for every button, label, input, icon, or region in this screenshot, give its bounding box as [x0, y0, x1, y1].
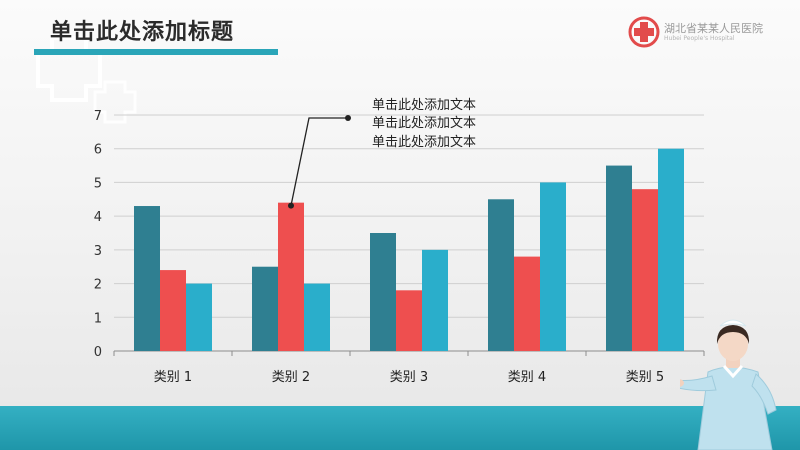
page-title: 单击此处添加标题 [50, 20, 235, 45]
chart-annotation: 单击此处添加文本 单击此处添加文本 单击此处添加文本 [288, 98, 476, 209]
nurse-illustration [680, 319, 777, 450]
bar-series-2-cat-2 [278, 202, 304, 351]
y-tick-label: 1 [94, 311, 102, 326]
x-axis-labels: 类别 1 类别 2 类别 3 类别 4 类别 5 [154, 370, 664, 385]
bar-series-3-cat-5 [658, 148, 684, 351]
y-tick-label: 3 [94, 244, 102, 259]
hospital-logo: 湖北省某某人民医院 Hubei People's Hospital [628, 16, 778, 48]
logo-name: 湖北省某某人民医院 [664, 22, 763, 35]
x-category-label: 类别 2 [272, 370, 310, 385]
annotation-line-1: 单击此处添加文本 [372, 98, 476, 113]
annotation-line-2: 单击此处添加文本 [372, 116, 476, 131]
bar-series-1-cat-2 [252, 266, 278, 351]
footer-band [0, 406, 800, 450]
bar-series-3-cat-1 [186, 283, 212, 351]
bar-series-1-cat-4 [488, 199, 514, 351]
y-axis-ticks: 0 1 2 3 4 5 6 7 [94, 109, 102, 360]
chart-bars [134, 148, 684, 351]
bar-series-2-cat-5 [632, 189, 658, 351]
bar-series-3-cat-3 [422, 249, 448, 351]
bar-series-1-cat-5 [606, 165, 632, 351]
bar-series-2-cat-1 [160, 270, 186, 351]
x-category-label: 类别 4 [508, 370, 546, 385]
bar-series-3-cat-4 [540, 182, 566, 351]
y-tick-label: 2 [94, 278, 102, 293]
logo-subtitle: Hubei People's Hospital [664, 35, 735, 42]
bar-series-3-cat-2 [304, 283, 330, 351]
y-tick-label: 4 [94, 210, 102, 225]
y-tick-label: 7 [94, 109, 102, 124]
title-underline [34, 49, 278, 55]
bar-series-1-cat-3 [370, 233, 396, 351]
annotation-leader-line [290, 117, 348, 206]
annotation-dot [288, 202, 294, 209]
bar-series-2-cat-4 [514, 256, 540, 351]
annotation-line-3: 单击此处添加文本 [372, 135, 476, 150]
y-tick-label: 0 [94, 345, 102, 360]
bar-series-1-cat-1 [134, 206, 160, 351]
bar-series-2-cat-3 [396, 290, 422, 351]
y-tick-label: 5 [94, 176, 102, 191]
y-tick-label: 6 [94, 143, 102, 158]
annotation-dot [345, 115, 351, 121]
x-category-label: 类别 1 [154, 370, 192, 385]
medical-cross-icon [628, 16, 660, 48]
x-category-label: 类别 5 [626, 370, 664, 385]
x-category-label: 类别 3 [390, 370, 428, 385]
